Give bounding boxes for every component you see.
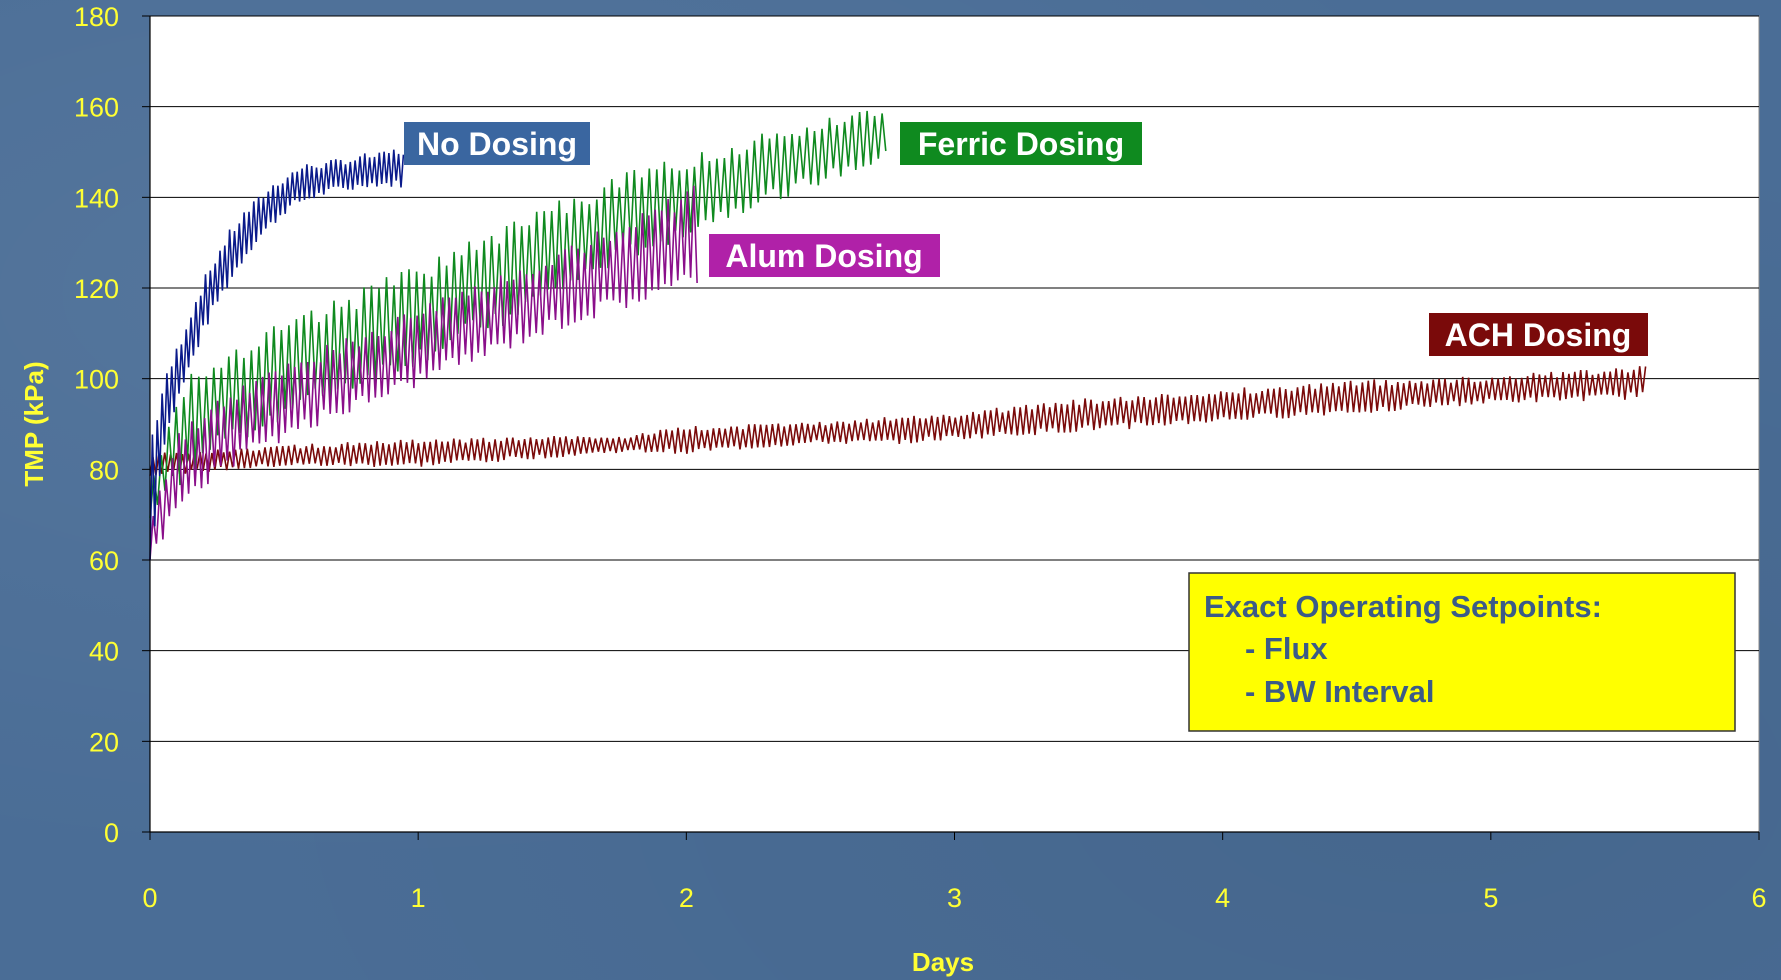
y-tick-label-60: 60 [89, 546, 119, 576]
gridlines [150, 15, 1759, 742]
label-ferric-dosing: Ferric Dosing [900, 122, 1142, 165]
x-tick-label-5: 5 [1483, 883, 1498, 913]
svg-text:Ferric Dosing: Ferric Dosing [918, 126, 1124, 162]
series-line-no-dosing [149, 149, 405, 561]
x-tick-label-3: 3 [947, 883, 962, 913]
y-tick-label-180: 180 [74, 2, 119, 32]
y-tick-label-0: 0 [104, 818, 119, 848]
svg-text:Alum Dosing: Alum Dosing [725, 238, 922, 274]
y-tick-label-120: 120 [74, 274, 119, 304]
y-tick-label-100: 100 [74, 365, 119, 395]
x-tick-label-6: 6 [1751, 883, 1766, 913]
x-tick-label-4: 4 [1215, 883, 1230, 913]
setpoints-note: Exact Operating Setpoints: - Flux - BW I… [1188, 572, 1736, 732]
x-tick-label-1: 1 [411, 883, 426, 913]
y-tick-labels: 0 20 40 60 80 100 120 140 160 180 [74, 2, 119, 848]
note-title: Exact Operating Setpoints: [1204, 589, 1602, 624]
y-tick-label-40: 40 [89, 637, 119, 667]
x-axis-title: Days [912, 947, 974, 977]
y-tick-label-140: 140 [74, 183, 119, 213]
note-line-bw: - BW Interval [1245, 674, 1434, 709]
label-ach-dosing: ACH Dosing [1429, 313, 1648, 356]
label-no-dosing: No Dosing [404, 122, 590, 165]
y-tick-label-160: 160 [74, 93, 119, 123]
svg-text:No Dosing: No Dosing [417, 126, 577, 162]
axes [142, 15, 1760, 840]
x-tick-label-0: 0 [142, 883, 157, 913]
svg-text:ACH Dosing: ACH Dosing [1445, 317, 1632, 353]
y-tick-label-20: 20 [89, 727, 119, 757]
note-line-flux: - Flux [1245, 631, 1328, 666]
series-line-ach-dosing [149, 366, 1647, 477]
series-lines [149, 110, 1647, 561]
series-line-alum-dosing [149, 185, 698, 560]
x-tick-label-2: 2 [679, 883, 694, 913]
x-tick-labels: 0 1 2 3 4 5 6 [142, 883, 1766, 913]
label-alum-dosing: Alum Dosing [709, 234, 940, 277]
y-axis-title: TMP (kPa) [19, 361, 49, 486]
y-tick-label-80: 80 [89, 455, 119, 485]
